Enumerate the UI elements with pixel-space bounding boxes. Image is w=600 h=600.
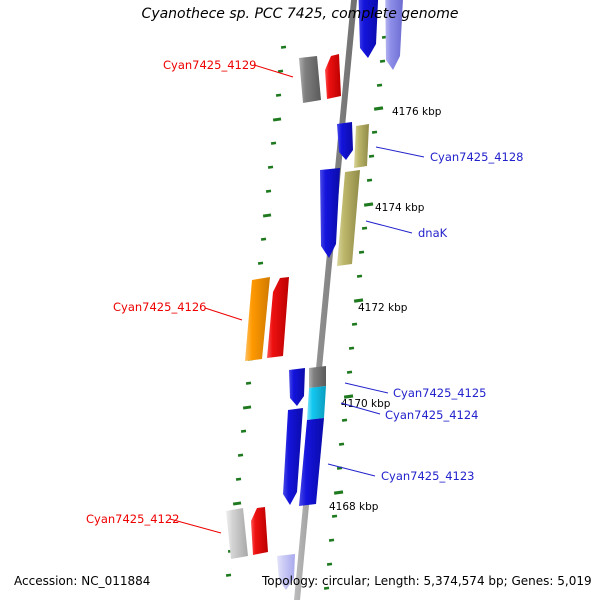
feature-arrow-4130[interactable] (385, 0, 404, 70)
genome-summary-label: Topology: circular; Length: 5,374,574 bp… (262, 574, 592, 588)
axis-tick-label-4172: 4172 kbp (358, 302, 408, 314)
leader-line-4125 (344, 382, 389, 394)
feature-arrow-4122-red[interactable] (251, 507, 268, 555)
feature-box-4124-cyan[interactable] (307, 386, 326, 420)
gene-label-4126[interactable]: Cyan7425_4126 (113, 300, 206, 314)
feature-box-4128-khaki[interactable] (354, 124, 369, 168)
gene-label-4122[interactable]: Cyan7425_4122 (86, 512, 179, 526)
feature-box-4125-gray[interactable] (309, 366, 326, 388)
leader-line-4128 (375, 146, 425, 158)
leader-line-4123 (327, 463, 376, 477)
feature-arrow-4121-periwinkle[interactable] (277, 554, 295, 590)
feature-bar-4123-blue[interactable] (299, 418, 324, 506)
feature-arrow-4127a-blue[interactable] (289, 368, 305, 406)
accession-label: Accession: NC_011884 (14, 574, 151, 588)
axis-tick-label-4176: 4176 kbp (392, 106, 442, 118)
feature-box-4122-silver[interactable] (226, 508, 248, 559)
leader-line-4122 (169, 518, 222, 534)
feature-arrow-4129-red[interactable] (325, 54, 341, 99)
axis-tick-label-4168: 4168 kbp (329, 501, 379, 513)
gene-label-4125[interactable]: Cyan7425_4125 (393, 386, 486, 400)
feature-arrow-4128-blue[interactable] (337, 122, 353, 160)
feature-box-4126-orange[interactable] (245, 277, 270, 361)
leader-line-4126 (204, 307, 243, 321)
feature-arrow-4131[interactable] (358, 0, 379, 58)
axis-tick-track-right (323, 11, 391, 590)
feature-box-dnak-khaki[interactable] (337, 170, 360, 266)
axis-tick-label-4170: 4170 kbp (341, 398, 391, 410)
leader-line-4124 (340, 402, 381, 415)
gene-label-4129[interactable]: Cyan7425_4129 (163, 58, 256, 72)
leader-line-dnak (365, 220, 413, 234)
gene-label-4124[interactable]: Cyan7425_4124 (385, 408, 478, 422)
feature-box-4129-gray[interactable] (299, 56, 321, 103)
leader-line-4129 (253, 64, 294, 78)
gene-label-dnak[interactable]: dnaK (418, 226, 448, 240)
feature-arrow-4127b-blue[interactable] (283, 408, 303, 505)
feature-arrow-4126-red[interactable] (267, 277, 289, 358)
gene-label-4123[interactable]: Cyan7425_4123 (381, 469, 474, 483)
feature-arrow-dnak-blue[interactable] (320, 168, 340, 258)
axis-tick-label-4174: 4174 kbp (375, 202, 425, 214)
gene-label-4128[interactable]: Cyan7425_4128 (430, 150, 523, 164)
